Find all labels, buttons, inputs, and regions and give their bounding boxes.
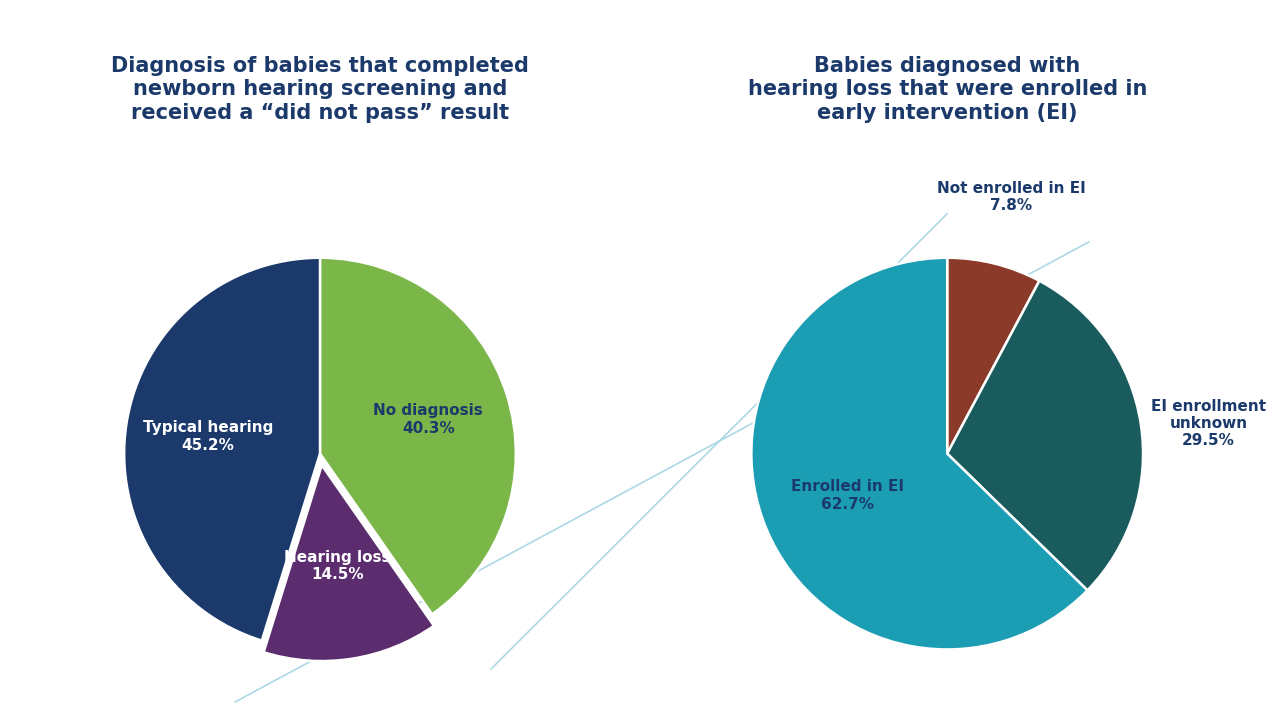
Wedge shape bbox=[320, 258, 516, 614]
Wedge shape bbox=[947, 281, 1143, 590]
Wedge shape bbox=[751, 258, 1088, 649]
Text: Typical hearing
45.2%: Typical hearing 45.2% bbox=[142, 420, 273, 453]
Title: Babies diagnosed with
hearing loss that were enrolled in
early intervention (EI): Babies diagnosed with hearing loss that … bbox=[748, 56, 1147, 122]
Text: EI enrollment
unknown
29.5%: EI enrollment unknown 29.5% bbox=[1151, 399, 1266, 449]
Text: Hearing loss
14.5%: Hearing loss 14.5% bbox=[284, 549, 390, 582]
Text: No diagnosis
40.3%: No diagnosis 40.3% bbox=[374, 403, 484, 436]
Wedge shape bbox=[124, 258, 320, 641]
Title: Diagnosis of babies that completed
newborn hearing screening and
received a “did: Diagnosis of babies that completed newbo… bbox=[111, 56, 529, 122]
Wedge shape bbox=[264, 465, 434, 661]
Text: Not enrolled in EI
7.8%: Not enrolled in EI 7.8% bbox=[937, 181, 1085, 213]
Wedge shape bbox=[947, 258, 1039, 454]
Text: Enrolled in EI
62.7%: Enrolled in EI 62.7% bbox=[791, 480, 905, 512]
